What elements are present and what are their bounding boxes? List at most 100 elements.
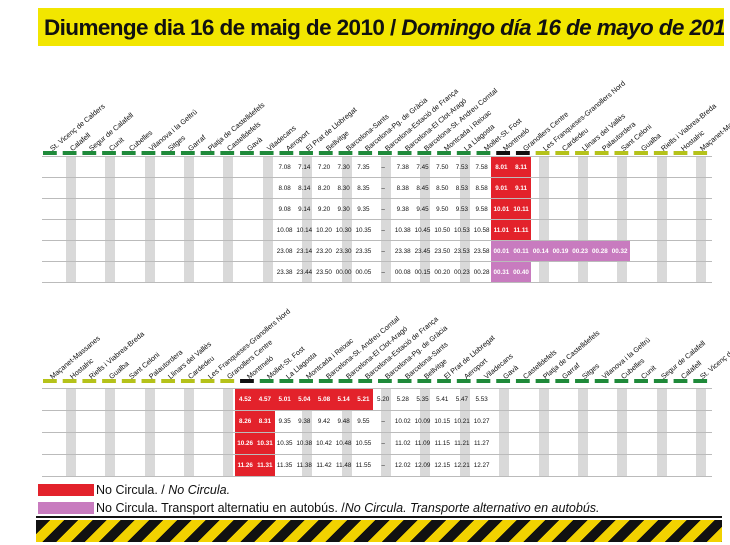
- time-cell: –: [381, 226, 385, 234]
- column-stripe: [578, 199, 589, 219]
- route-segment: [318, 151, 333, 155]
- time-cell: 5.53: [475, 396, 488, 403]
- column-stripe: [420, 455, 431, 476]
- column-stripe: [459, 220, 470, 240]
- column-stripe: [65, 411, 76, 432]
- column-stripe: [302, 241, 313, 261]
- column-stripe: [65, 157, 76, 177]
- time-cell: 5.14: [333, 389, 354, 410]
- time-cell: 8.31: [254, 411, 275, 432]
- table-row: 10.26 10.31 10.35 10.38 10.42 10.48 10.55 – 11.0…: [42, 433, 712, 455]
- column-stripe: [302, 433, 313, 454]
- time-cell: 7.50: [436, 163, 449, 171]
- title-catalan: Diumenge dia 16 de maig de 2010 /: [44, 15, 402, 40]
- column-stripe: [381, 220, 391, 240]
- column-stripe: [302, 178, 313, 198]
- column-stripe: [696, 157, 707, 177]
- column-stripe: [183, 178, 194, 198]
- time-cell: 5.08: [313, 389, 335, 410]
- time-cell: 9.55: [357, 418, 370, 425]
- column-stripe: [381, 157, 391, 177]
- time-cell: 10.30: [335, 226, 352, 234]
- time-cell: 00.23: [454, 268, 470, 276]
- column-stripe: [341, 178, 352, 198]
- route-segment: [161, 151, 176, 155]
- column-stripe: [538, 411, 549, 432]
- column-stripe: [144, 455, 155, 476]
- column-stripe: [696, 389, 707, 410]
- column-stripe: [656, 455, 667, 476]
- time-cell: –: [381, 268, 385, 276]
- time-cell: 8.26: [235, 411, 256, 432]
- column-stripe: [578, 433, 589, 454]
- column-stripe: [144, 178, 155, 198]
- time-cell: 11.26: [235, 455, 256, 476]
- column-stripe: [459, 199, 470, 219]
- table-row: 23.08 23.14 23.20 23.30 23.35–23.38 23.45 23.5…: [42, 241, 712, 262]
- time-cell: 8.53: [455, 184, 469, 192]
- column-stripe: [262, 220, 273, 240]
- column-stripe: [656, 178, 667, 198]
- route-segment: [43, 151, 57, 155]
- column-stripe: [381, 433, 391, 454]
- time-cell: 23.53: [454, 247, 470, 255]
- route-segment: [515, 379, 530, 383]
- column-stripe: [65, 220, 76, 240]
- legend-purple-catalan: No Circula. Transport alternatiu en auto…: [96, 501, 345, 515]
- column-stripe: [656, 157, 667, 177]
- column-stripe: [302, 411, 313, 432]
- time-cell: 10.26: [235, 433, 256, 454]
- time-cell: 11.42: [316, 462, 332, 469]
- route-segment: [338, 379, 353, 383]
- column-stripe: [341, 199, 352, 219]
- column-stripe: [656, 411, 667, 432]
- route-segment: [693, 151, 708, 155]
- time-cell: 10.20: [316, 226, 332, 234]
- time-cell: 7.20: [317, 163, 331, 171]
- time-cell: 7.30: [337, 163, 350, 171]
- time-cell: 10.35: [355, 226, 372, 234]
- column-stripe: [696, 433, 707, 454]
- route-segment: [299, 151, 313, 155]
- bottom-line-route: [43, 379, 708, 383]
- route-segment: [575, 151, 589, 155]
- time-cell: 9.35: [278, 418, 291, 425]
- column-stripe: [223, 220, 234, 240]
- column-stripe: [617, 455, 628, 476]
- route-segment: [378, 151, 392, 155]
- time-cell: 10.02: [394, 418, 411, 425]
- route-segment: [259, 379, 274, 383]
- column-stripe: [538, 433, 549, 454]
- column-stripe: [499, 411, 510, 432]
- column-stripe: [381, 199, 391, 219]
- column-stripe: [65, 199, 76, 219]
- column-stripe: [617, 157, 628, 177]
- time-cell: 9.30: [337, 205, 350, 213]
- column-stripe: [223, 262, 234, 282]
- column-stripe: [459, 241, 470, 261]
- time-cell: 12.09: [414, 462, 431, 469]
- column-stripe: [538, 178, 549, 198]
- time-cell: 00.00: [335, 268, 352, 276]
- time-cell: 8.08: [278, 184, 291, 192]
- column-stripe: [302, 455, 313, 476]
- route-segment: [594, 151, 609, 155]
- route-segment: [614, 379, 629, 383]
- column-stripe: [183, 262, 194, 282]
- time-cell: 5.01: [274, 389, 295, 410]
- route-segment: [43, 379, 57, 383]
- column-stripe: [144, 411, 155, 432]
- column-stripe: [499, 389, 510, 410]
- time-cell: 10.38: [394, 226, 411, 234]
- time-cell: 9.35: [357, 205, 370, 213]
- column-stripe: [420, 220, 431, 240]
- time-cell: 8.50: [436, 184, 449, 192]
- time-cell: 11.02: [395, 440, 411, 447]
- time-cell: 00.28: [589, 241, 610, 261]
- time-cell: 12.02: [394, 462, 411, 469]
- column-stripe: [578, 389, 589, 410]
- column-stripe: [65, 389, 76, 410]
- column-stripe: [105, 433, 116, 454]
- route-segment: [614, 151, 629, 155]
- column-stripe: [144, 199, 155, 219]
